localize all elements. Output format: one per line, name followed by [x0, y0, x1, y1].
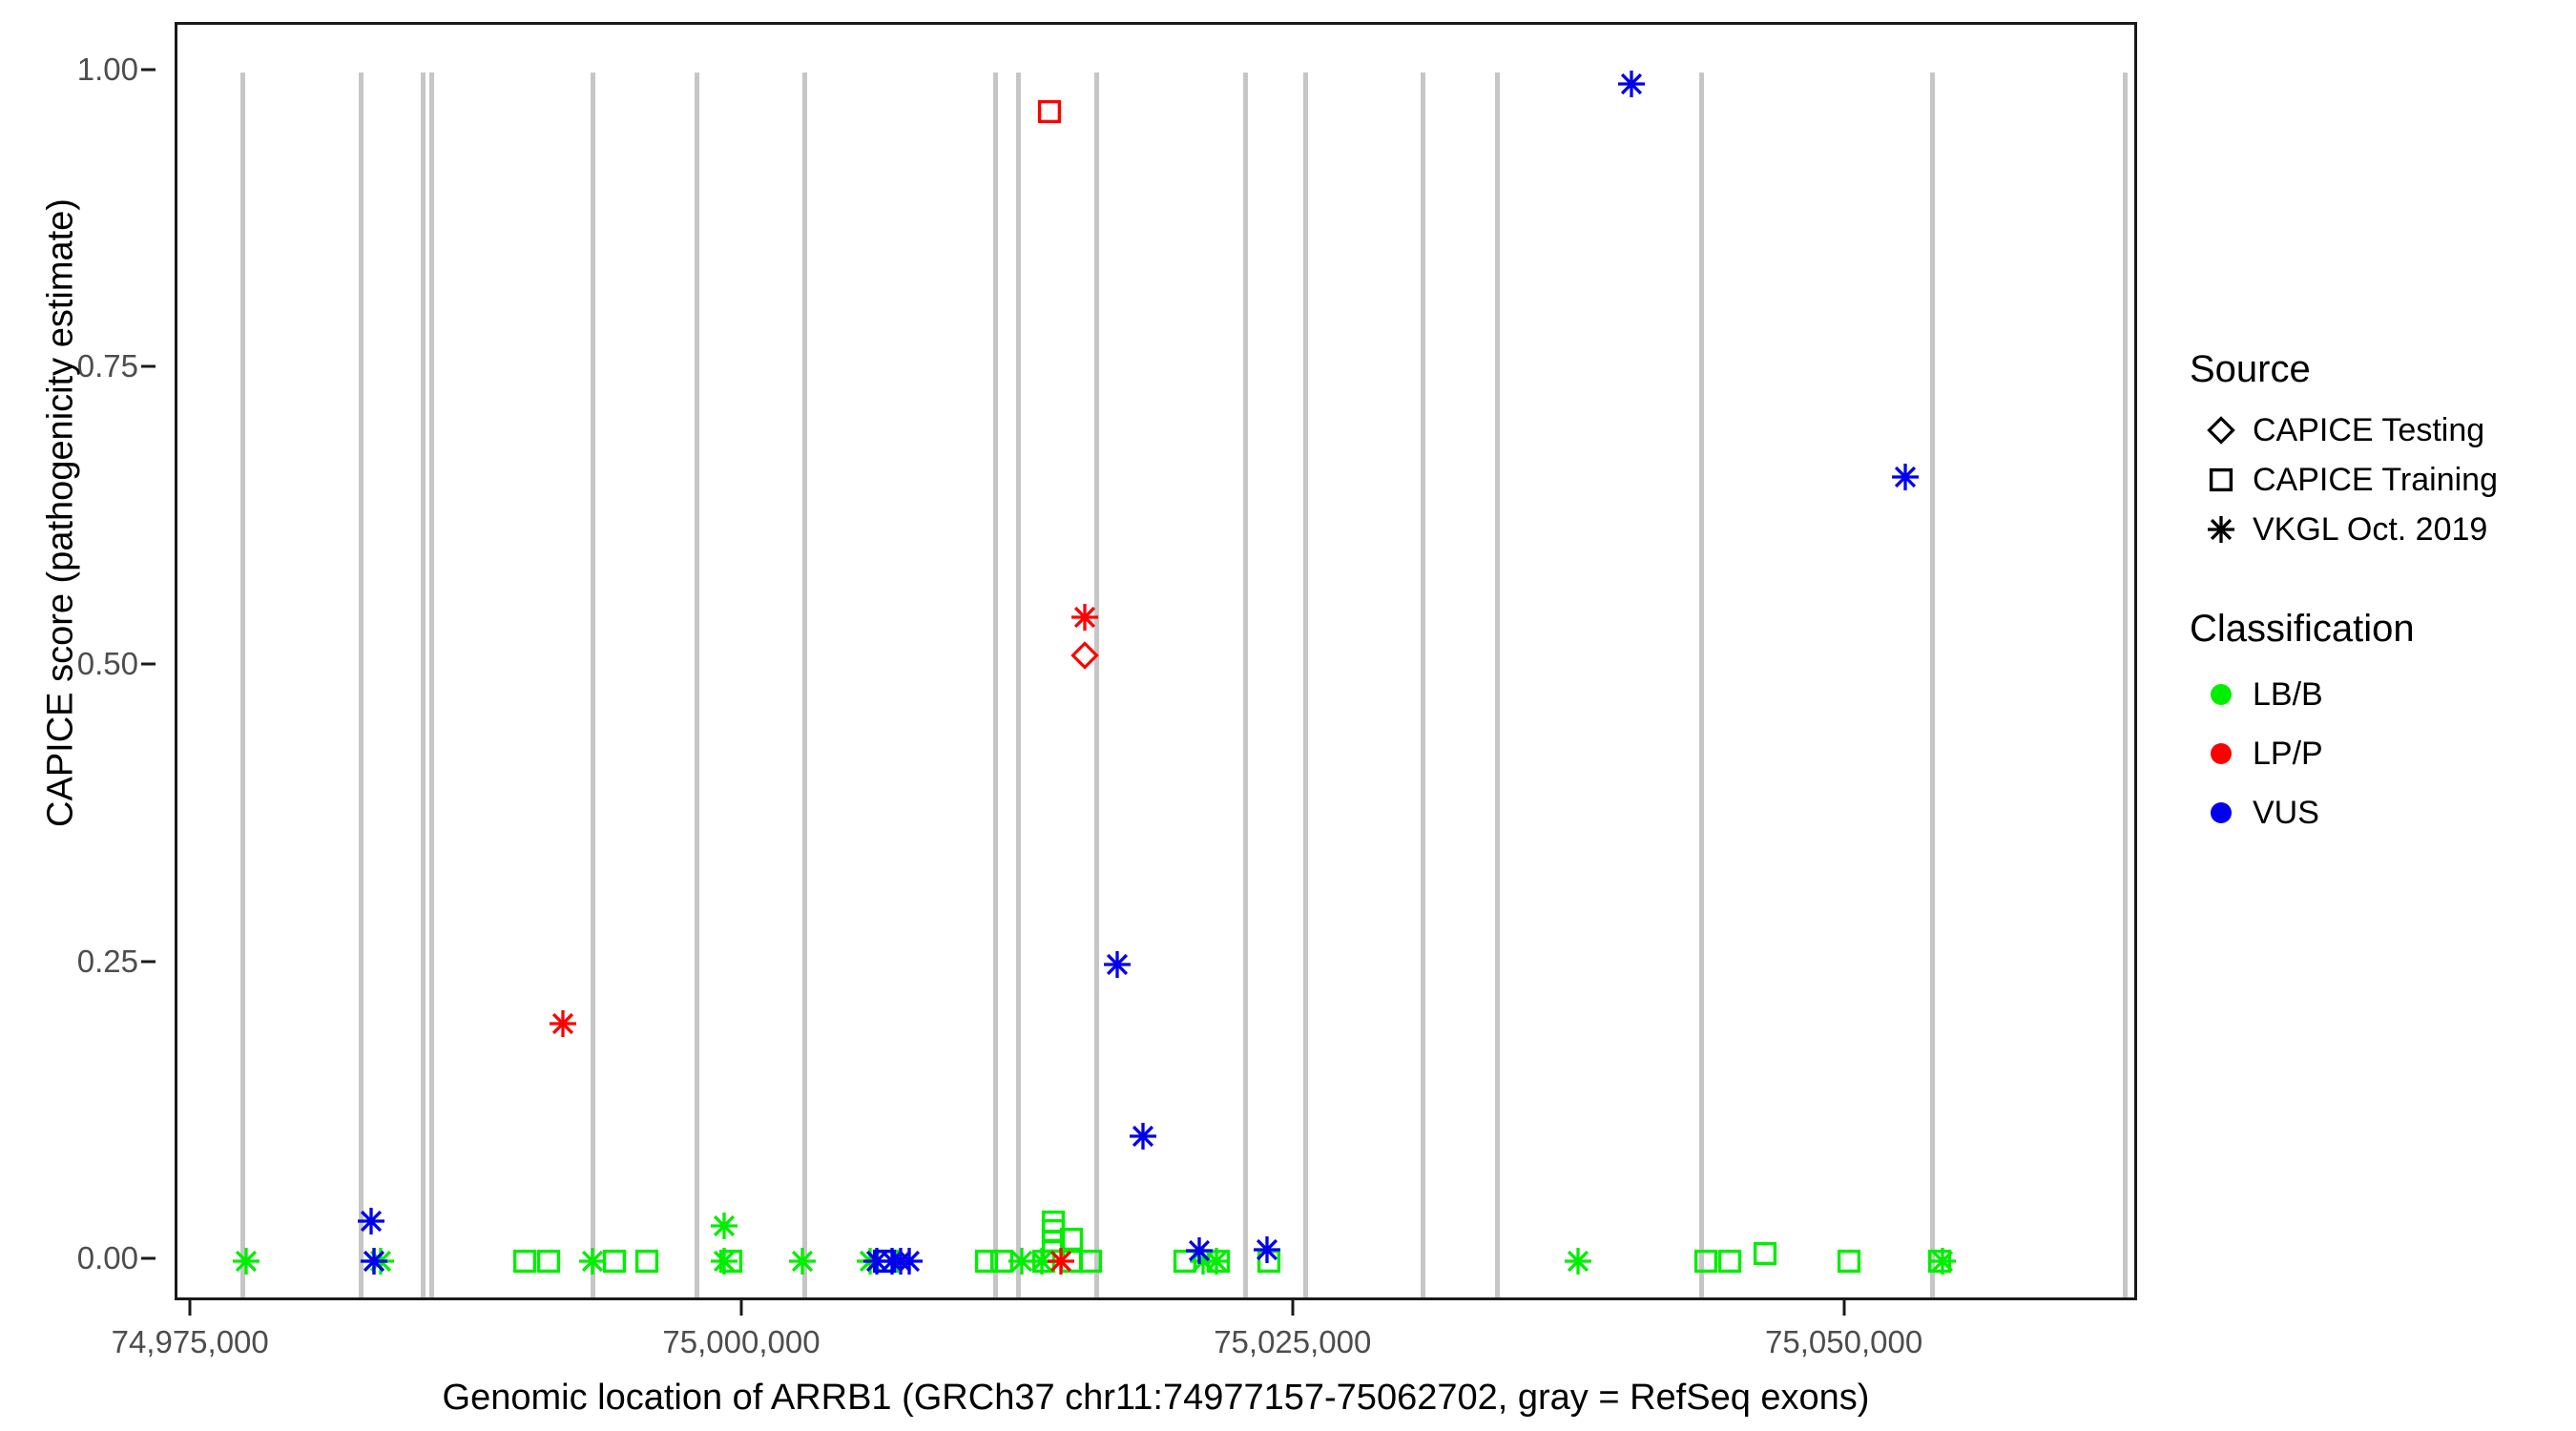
y-tick-label: 0.25	[76, 943, 138, 979]
exon-band	[421, 72, 426, 1297]
square-icon	[2190, 467, 2253, 492]
data-point	[634, 1249, 659, 1274]
diamond-icon	[2190, 416, 2253, 445]
x-tick-mark	[1291, 1300, 1295, 1316]
y-tick-mark	[141, 960, 156, 964]
legend-group-source: Source CAPICE Testing CAPICE Training VKGL…	[2190, 348, 2571, 554]
legend-source-items: CAPICE Testing CAPICE Training VKGL Oct. 2…	[2190, 405, 2571, 554]
exon-band	[1094, 72, 1100, 1297]
plot-panel	[175, 22, 2137, 1300]
legend-label: CAPICE Testing	[2253, 411, 2485, 448]
data-point	[1078, 1249, 1103, 1274]
legend-item-classification-LP-P[interactable]: LP/P	[2190, 724, 2571, 783]
exon-band	[1243, 72, 1249, 1297]
asterisk-icon	[2190, 513, 2253, 546]
data-point	[1037, 99, 1062, 124]
exon-band	[359, 72, 364, 1297]
data-point	[708, 1245, 740, 1277]
data-point	[1045, 1245, 1077, 1277]
data-point	[1717, 1249, 1742, 1274]
y-axis-title: CAPICE score (pathogenicity estimate)	[40, 198, 81, 827]
data-point	[1200, 1245, 1233, 1277]
y-tick-mark	[141, 662, 156, 666]
exon-band	[1494, 72, 1500, 1297]
y-tick-mark	[141, 1256, 156, 1260]
legend-item-source-diamond[interactable]: CAPICE Testing	[2190, 405, 2571, 455]
exon-band	[239, 72, 245, 1297]
color-swatch-icon	[2190, 798, 2253, 827]
data-point	[1069, 601, 1101, 633]
data-point	[1926, 1245, 1959, 1277]
x-tick-mark	[739, 1300, 743, 1316]
y-tick-label: 0.75	[76, 348, 138, 384]
x-axis-title: Genomic location of ARRB1 (GRCh37 chr11:…	[442, 1378, 1870, 1418]
plot-area	[177, 25, 2134, 1297]
y-tick-label: 0.00	[76, 1240, 138, 1276]
exon-band	[1016, 72, 1022, 1297]
data-point	[974, 1249, 999, 1274]
legend-label: LB/B	[2253, 675, 2323, 713]
data-point	[355, 1205, 387, 1237]
legend-label: VKGL Oct. 2019	[2253, 510, 2488, 548]
x-tick-label: 75,050,000	[1765, 1324, 1923, 1359]
data-point	[1753, 1241, 1777, 1266]
data-point	[1889, 461, 1922, 493]
y-axis: 0.00 0.25 0.50 0.75 1.00	[0, 0, 175, 1336]
x-tick-mark	[188, 1300, 192, 1316]
exon-band	[1698, 72, 1704, 1297]
data-point	[1183, 1234, 1215, 1267]
data-point	[358, 1245, 390, 1277]
legend-item-classification-VUS[interactable]: VUS	[2190, 783, 2571, 842]
data-point	[893, 1245, 925, 1277]
legend-label: LP/P	[2253, 735, 2323, 772]
legend: Source CAPICE Testing CAPICE Training VKGL…	[2190, 348, 2571, 896]
data-point	[576, 1245, 609, 1277]
data-point	[536, 1249, 561, 1274]
exon-band	[591, 72, 596, 1297]
x-tick-label: 74,975,000	[111, 1324, 269, 1359]
exon-band	[429, 72, 435, 1297]
data-point	[1615, 68, 1648, 100]
y-tick-mark	[141, 364, 156, 368]
exon-band	[992, 72, 998, 1297]
exon-band	[802, 72, 808, 1297]
data-point	[1251, 1234, 1283, 1266]
color-swatch-icon	[2190, 739, 2253, 768]
x-tick-label: 75,025,000	[1214, 1324, 1372, 1359]
legend-classification-items: LB/B LP/P VUS	[2190, 665, 2571, 842]
exon-band	[1302, 72, 1308, 1297]
color-swatch-icon	[2190, 680, 2253, 709]
legend-item-source-asterisk[interactable]: VKGL Oct. 2019	[2190, 505, 2571, 554]
legend-label: CAPICE Training	[2253, 461, 2498, 498]
data-point	[1059, 1227, 1084, 1252]
data-point	[708, 1210, 740, 1242]
y-tick-label: 0.50	[76, 646, 138, 682]
legend-title-classification: Classification	[2190, 608, 2415, 650]
legend-group-classification: Classification LB/B LP/P VUS	[2190, 608, 2571, 842]
legend-item-source-square[interactable]: CAPICE Training	[2190, 455, 2571, 505]
data-point	[1101, 948, 1133, 981]
y-tick-mark	[141, 68, 156, 72]
data-point	[230, 1245, 262, 1277]
data-point	[1070, 640, 1099, 670]
legend-title-source: Source	[2190, 348, 2311, 390]
data-point	[786, 1245, 819, 1277]
data-point	[1693, 1249, 1718, 1274]
data-point	[512, 1249, 537, 1274]
data-point	[1837, 1249, 1861, 1274]
exon-band	[1930, 72, 1936, 1297]
data-point	[547, 1007, 579, 1040]
exon-band	[2123, 72, 2129, 1297]
x-tick-label: 75,000,000	[662, 1324, 821, 1359]
data-point	[1127, 1120, 1159, 1152]
legend-label: VUS	[2253, 794, 2319, 831]
y-tick-label: 1.00	[76, 51, 138, 87]
exon-band	[1421, 72, 1426, 1297]
data-point	[1562, 1245, 1594, 1277]
x-tick-mark	[1842, 1300, 1846, 1316]
exon-band	[694, 72, 699, 1297]
data-point	[1041, 1210, 1066, 1234]
legend-item-classification-LB-B[interactable]: LB/B	[2190, 665, 2571, 724]
